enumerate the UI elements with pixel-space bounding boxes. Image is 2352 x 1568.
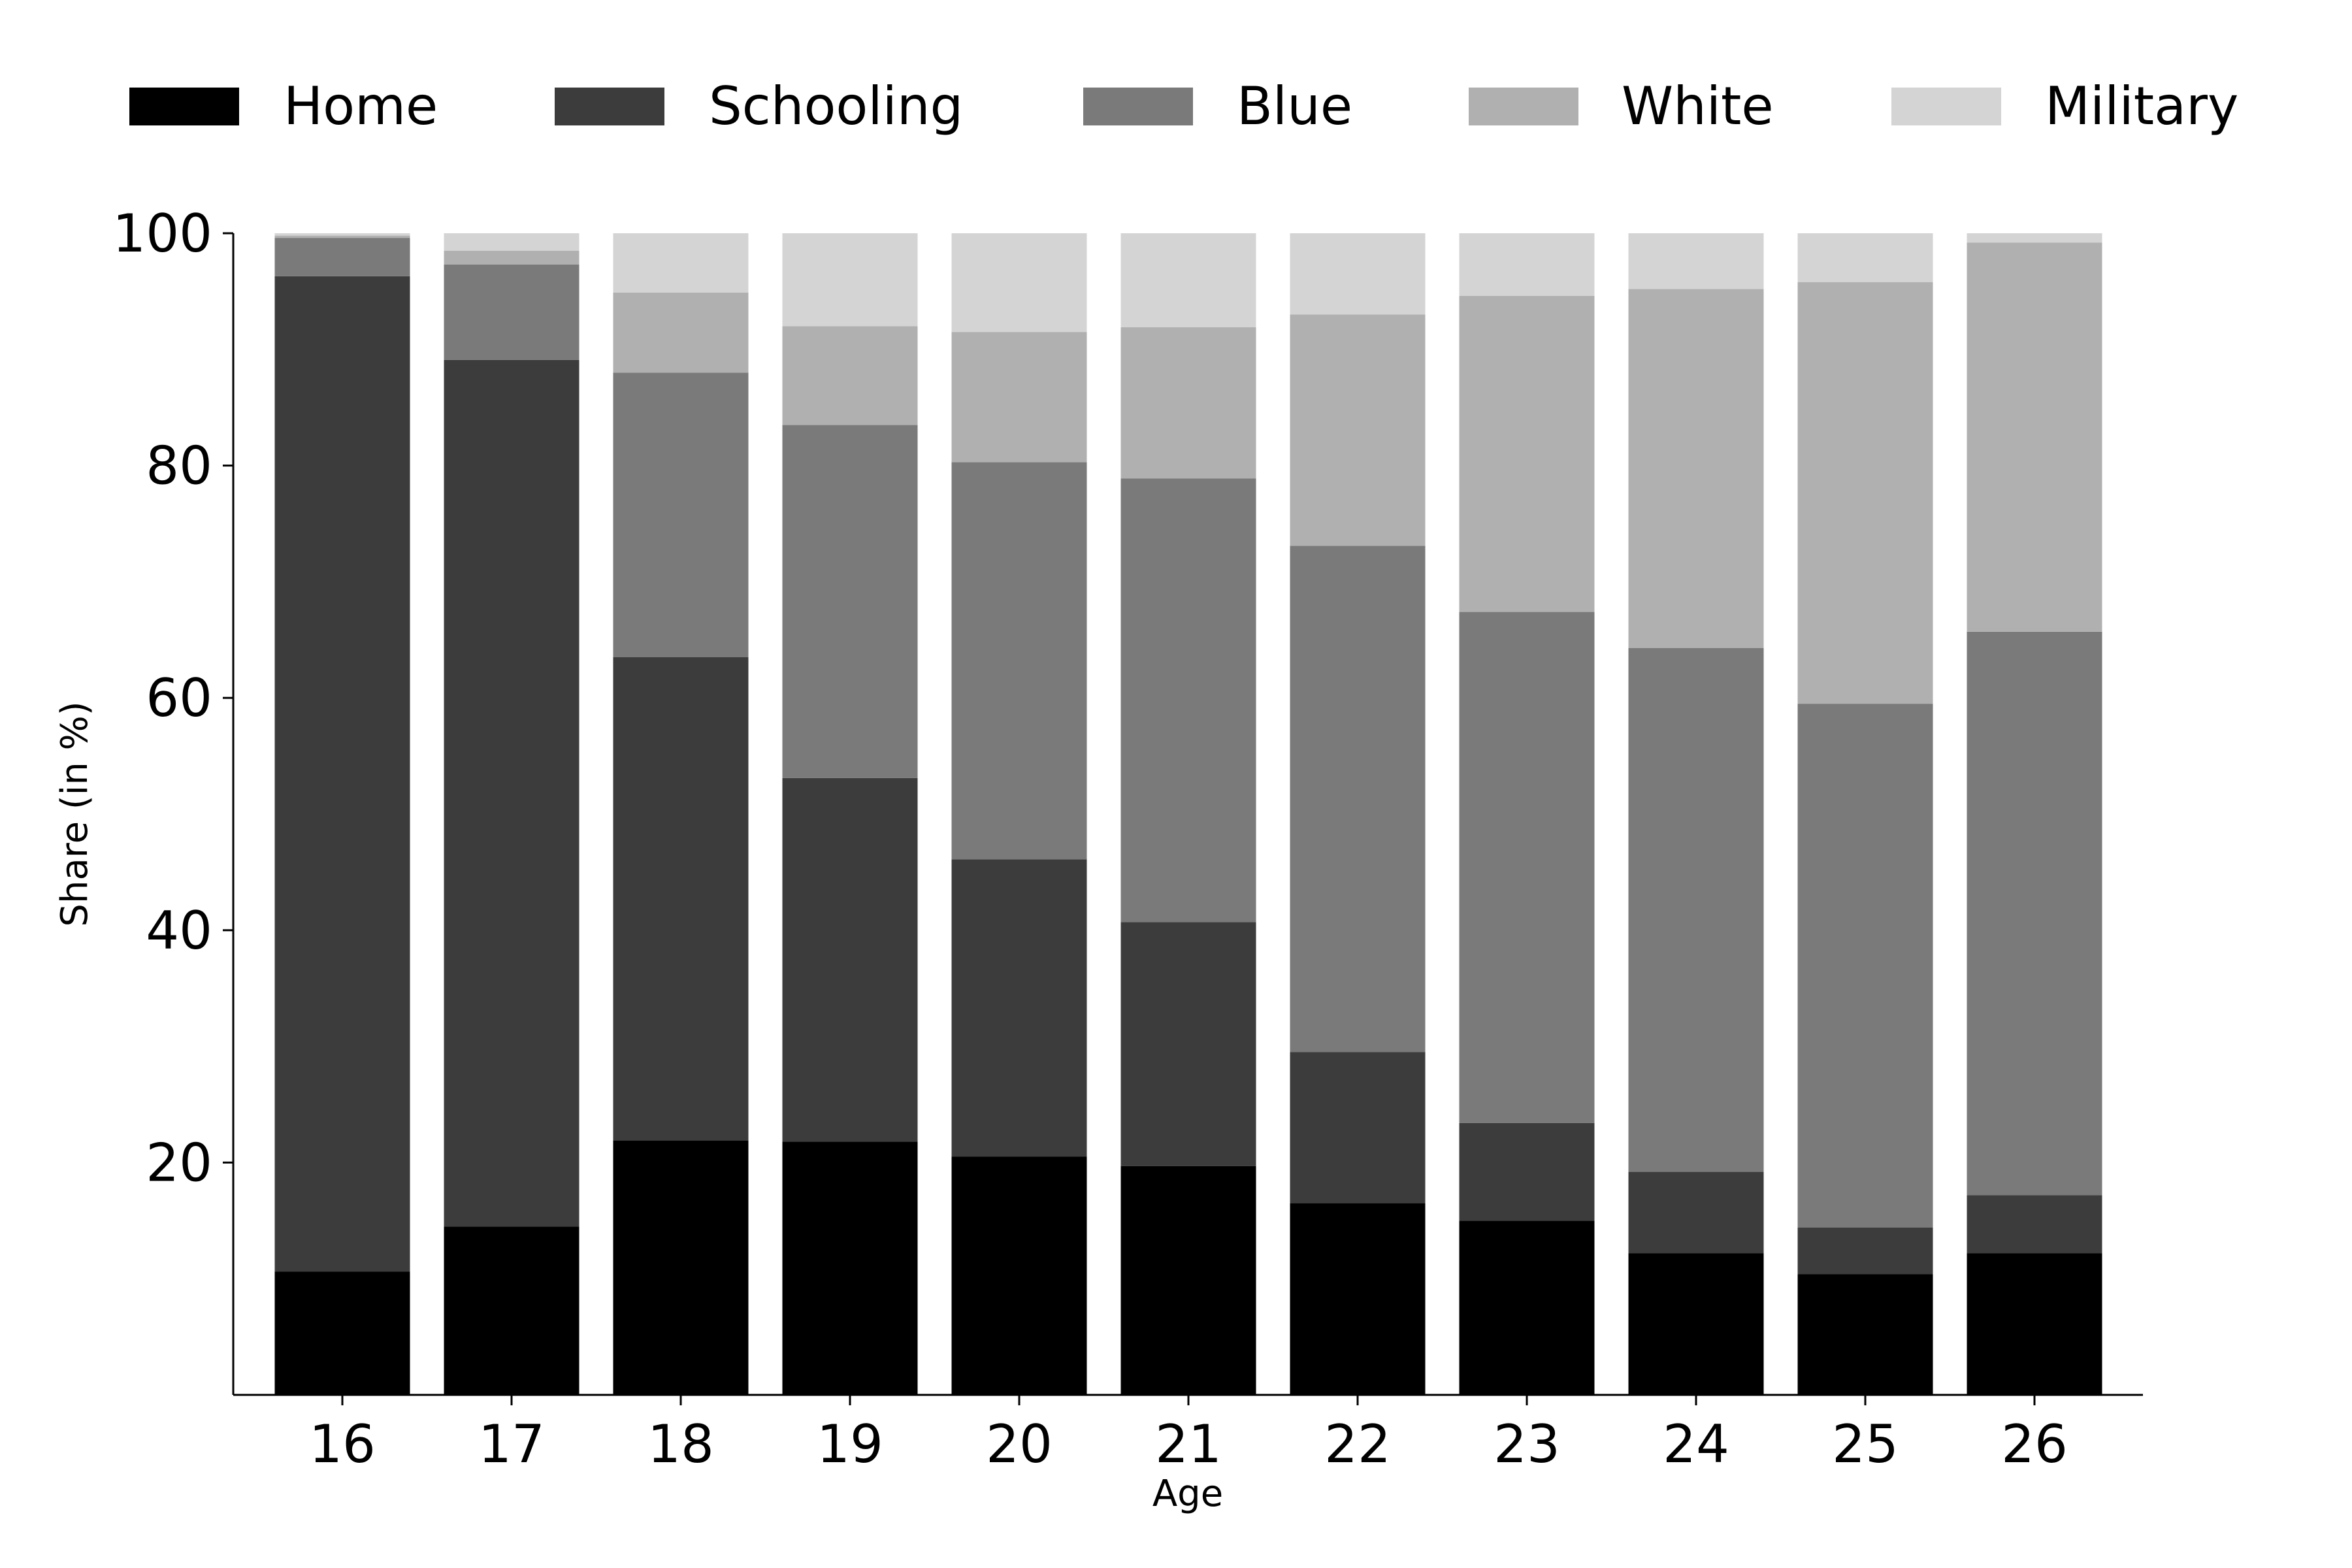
bar-military-age-16 <box>274 233 410 236</box>
bar-schooling-age-23 <box>1459 1122 1595 1221</box>
bar-home-age-21 <box>1120 1166 1256 1395</box>
bars <box>274 233 2102 1395</box>
bar-blue-age-17 <box>444 265 580 360</box>
bar-white-age-18 <box>613 292 749 373</box>
bar-military-age-24 <box>1628 233 1764 289</box>
bar-home-age-20 <box>951 1156 1087 1395</box>
y-tick-label: 20 <box>146 1132 212 1193</box>
legend-label-military: Military <box>2045 76 2238 137</box>
y-tick-label: 100 <box>112 203 212 264</box>
bar-military-age-19 <box>782 233 918 327</box>
bar-home-age-16 <box>274 1271 410 1395</box>
bar-schooling-age-17 <box>444 359 580 1227</box>
bar-blue-age-20 <box>951 462 1087 860</box>
bar-white-age-21 <box>1120 327 1256 479</box>
legend-swatch-home <box>129 88 239 125</box>
x-tick-label: 17 <box>478 1414 545 1475</box>
bar-home-age-25 <box>1797 1274 1933 1395</box>
bar-military-age-25 <box>1797 233 1933 282</box>
y-tick-label: 40 <box>146 900 212 961</box>
bar-military-age-23 <box>1459 233 1595 296</box>
bar-blue-age-25 <box>1797 704 1933 1228</box>
bar-blue-age-16 <box>274 238 410 276</box>
x-tick-label: 24 <box>1663 1414 1729 1475</box>
bar-blue-age-21 <box>1120 478 1256 923</box>
y-tick-label: 60 <box>146 668 212 728</box>
bar-schooling-age-21 <box>1120 922 1256 1166</box>
x-tick-label: 18 <box>647 1414 714 1475</box>
x-tick-label: 25 <box>1832 1414 1899 1475</box>
x-tick-label: 21 <box>1155 1414 1222 1475</box>
legend-swatch-blue <box>1083 88 1193 125</box>
legend: Home Schooling Blue White Military <box>129 76 2238 137</box>
bar-white-age-23 <box>1459 296 1595 612</box>
bar-schooling-age-26 <box>1967 1195 2102 1254</box>
x-tick-label: 16 <box>309 1414 376 1475</box>
x-tick-label: 23 <box>1494 1414 1560 1475</box>
bar-schooling-age-18 <box>613 657 749 1141</box>
bar-home-age-17 <box>444 1226 580 1395</box>
bar-blue-age-23 <box>1459 612 1595 1123</box>
bar-white-age-22 <box>1290 314 1426 546</box>
bar-white-age-26 <box>1967 242 2102 632</box>
y-tick-label: 80 <box>146 436 212 497</box>
legend-label-blue: Blue <box>1237 76 1352 137</box>
bar-schooling-age-20 <box>951 859 1087 1157</box>
x-ticks: 16 17 18 19 20 21 22 23 24 25 26 <box>309 1395 2068 1475</box>
y-axis-label: Share (in %) <box>54 701 96 926</box>
x-tick-label: 20 <box>986 1414 1053 1475</box>
bar-blue-age-22 <box>1290 546 1426 1053</box>
x-tick-label: 26 <box>2001 1414 2068 1475</box>
bar-white-age-17 <box>444 250 580 265</box>
bar-schooling-age-24 <box>1628 1171 1764 1254</box>
legend-swatch-white <box>1469 88 1578 125</box>
bar-home-age-24 <box>1628 1253 1764 1395</box>
bar-home-age-22 <box>1290 1203 1426 1395</box>
x-tick-label: 19 <box>817 1414 883 1475</box>
bar-home-age-26 <box>1967 1253 2102 1395</box>
bar-military-age-22 <box>1290 233 1426 315</box>
bar-military-age-17 <box>444 233 580 251</box>
bar-schooling-age-16 <box>274 276 410 1272</box>
bar-blue-age-18 <box>613 372 749 657</box>
bar-blue-age-19 <box>782 425 918 778</box>
bar-white-age-16 <box>274 235 410 238</box>
bar-military-age-18 <box>613 233 749 293</box>
bar-white-age-24 <box>1628 289 1764 648</box>
legend-label-home: Home <box>284 76 438 137</box>
bar-schooling-age-19 <box>782 777 918 1142</box>
bar-white-age-20 <box>951 332 1087 463</box>
bar-home-age-19 <box>782 1141 918 1395</box>
legend-label-white: White <box>1622 76 1774 137</box>
bar-home-age-18 <box>613 1140 749 1395</box>
bar-schooling-age-25 <box>1797 1228 1933 1275</box>
bar-home-age-23 <box>1459 1220 1595 1395</box>
bar-white-age-19 <box>782 326 918 425</box>
bar-schooling-age-22 <box>1290 1052 1426 1203</box>
bar-military-age-21 <box>1120 233 1256 327</box>
bar-blue-age-26 <box>1967 631 2102 1196</box>
legend-swatch-military <box>1891 88 2001 125</box>
x-tick-label: 22 <box>1324 1414 1391 1475</box>
bar-white-age-25 <box>1797 282 1933 704</box>
bar-military-age-26 <box>1967 233 2102 243</box>
x-axis-label: Age <box>1152 1473 1223 1515</box>
bar-military-age-20 <box>951 233 1087 333</box>
bar-blue-age-24 <box>1628 647 1764 1172</box>
legend-swatch-schooling <box>555 88 664 125</box>
legend-label-schooling: Schooling <box>709 76 963 137</box>
y-ticks: 20 40 60 80 100 <box>112 203 233 1193</box>
